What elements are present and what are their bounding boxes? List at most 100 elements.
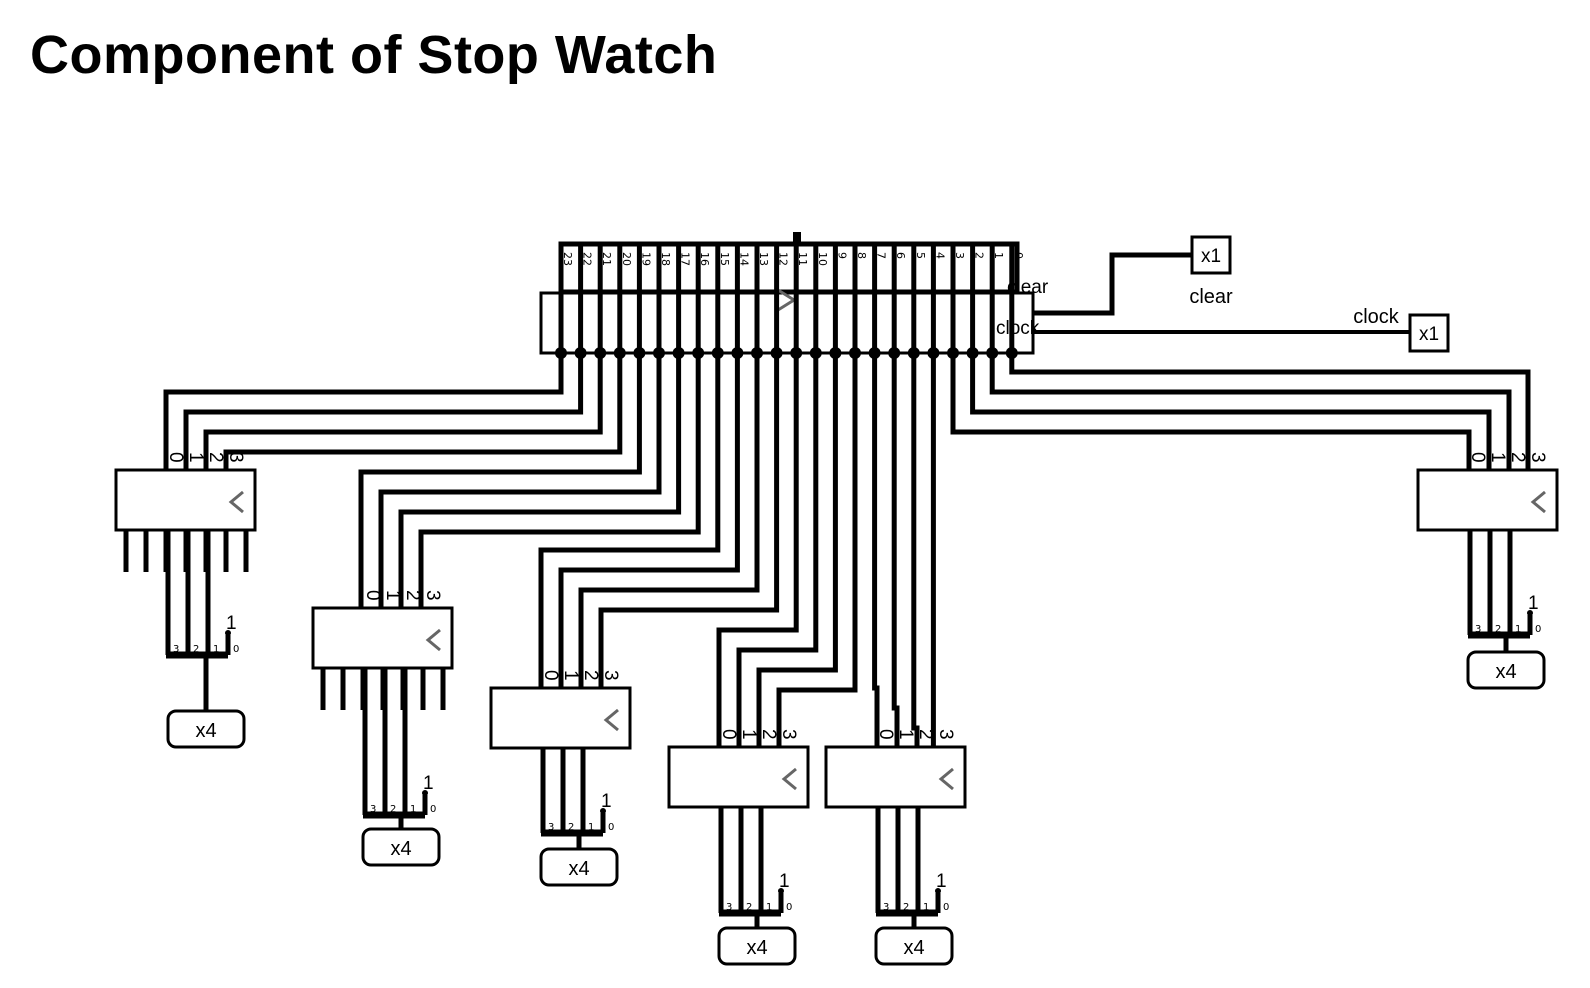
module-input-label: 3 — [1527, 452, 1548, 463]
clock-triangle-icon — [781, 767, 797, 791]
clock-input[interactable]: x1 clock — [1353, 306, 1450, 353]
wire-junction — [790, 347, 803, 359]
decoder-module-6[interactable]: 0 1 2 313 2 1 0x4 — [1416, 452, 1559, 690]
page-title: Component of Stop Watch — [30, 25, 718, 85]
splitter-bit-label: 0 — [1535, 624, 1541, 635]
splitter-bit-label: 1 — [923, 902, 929, 913]
splitter-bit-label: 2 — [193, 644, 199, 655]
counter-bit-label: 0 — [1012, 252, 1025, 259]
output-pin[interactable] — [1466, 650, 1546, 690]
splitter-bit-label: 3 — [370, 804, 376, 815]
counter-bus-tap — [793, 232, 801, 246]
module-input-label: 2 — [915, 729, 936, 740]
clock-input-pin-label: x1 — [1419, 324, 1439, 345]
module-input-label: 0 — [165, 452, 186, 463]
wire-junction — [809, 347, 822, 359]
wire-junction — [751, 347, 763, 359]
bus-wire — [558, 350, 740, 693]
bus-wire — [203, 350, 603, 473]
counter-port-clear: clear — [1007, 277, 1049, 298]
wire-junction — [868, 347, 881, 359]
wire-junction — [849, 347, 861, 359]
counter-bit-label: 22 — [581, 252, 594, 266]
splitter-bit-label: 3 — [173, 644, 179, 655]
splitter-constant: 1 — [779, 871, 790, 892]
bus-wire — [716, 350, 799, 752]
decoder-module-1[interactable]: 0 1 2 313 2 1 0x4 — [114, 452, 257, 749]
output-pin[interactable] — [717, 926, 797, 966]
counter-bit-label: 2 — [973, 252, 986, 259]
bus-wire — [756, 350, 838, 752]
output-pin[interactable] — [361, 827, 441, 867]
module-input-label: 2 — [580, 670, 601, 681]
counter-bit-label: 13 — [757, 252, 770, 266]
splitter-const-dot — [778, 888, 784, 894]
splitter-bit-label: 3 — [883, 902, 889, 913]
bus-wire — [989, 350, 1512, 473]
splitter-constant: 1 — [936, 871, 947, 892]
clear-input[interactable]: x1 clear — [1189, 235, 1233, 308]
wire-junction — [672, 347, 685, 359]
counter-bit-label: 10 — [816, 252, 829, 266]
output-pin-label: x4 — [195, 720, 216, 742]
bus-wire — [1009, 350, 1531, 473]
counter-bit-label: 3 — [953, 252, 966, 259]
bus-wire — [418, 350, 701, 613]
splitter-const-dot — [935, 888, 941, 894]
wire-junction — [829, 347, 842, 359]
splitter-constant: 1 — [423, 773, 434, 794]
bus-wire — [891, 350, 900, 752]
module-input-label: 1 — [185, 452, 206, 463]
module-input-label: 0 — [875, 729, 896, 740]
splitter-bit-label: 2 — [746, 902, 752, 913]
splitter-bit-label: 3 — [548, 822, 554, 833]
bus-wire — [183, 350, 584, 473]
splitter-bit-label: 2 — [903, 902, 909, 913]
wire-junction — [555, 347, 567, 359]
wire-junction — [594, 347, 607, 359]
wire-junction — [613, 347, 626, 359]
output-pin-label: x4 — [568, 858, 589, 880]
output-pin[interactable] — [539, 847, 619, 887]
bus-wire — [378, 350, 662, 613]
counter-bit-label: 21 — [600, 252, 613, 266]
wire-junction — [574, 347, 587, 359]
clock-input-box — [1408, 313, 1450, 353]
output-pin-label: x4 — [390, 838, 411, 860]
counter-24bit[interactable]: 23 22 21 20 19 18 17 16 15 14 13 12 11 10 9 8 7 6 5 4 3 2 1 0cl… — [539, 232, 1049, 355]
decoder-module-3[interactable]: 0 1 2 313 2 1 0x4 — [489, 670, 632, 887]
output-pin-label: x4 — [903, 937, 924, 959]
splitter-bit-label: 0 — [786, 902, 792, 913]
splitter-bit-label: 1 — [213, 644, 219, 655]
module-input-label: 1 — [1487, 452, 1508, 463]
module-input-label: 3 — [225, 452, 246, 463]
counter-bit-label: 19 — [639, 252, 652, 266]
output-pin[interactable] — [166, 709, 246, 749]
splitter-bit-label: 3 — [1475, 624, 1481, 635]
bus-wire — [223, 350, 623, 473]
counter-bit-label: 14 — [737, 252, 750, 266]
clear-input-box — [1190, 235, 1232, 275]
counter-bit-label: 11 — [796, 252, 809, 266]
counter-bit-label: 4 — [933, 252, 946, 259]
counter-bit-label: 18 — [659, 252, 672, 266]
output-pin[interactable] — [874, 926, 954, 966]
counter-bit-label: 23 — [561, 252, 574, 266]
module-input-label: 0 — [718, 729, 739, 740]
bus-wire — [970, 350, 1492, 473]
decoder-module-2[interactable]: 0 1 2 313 2 1 0x4 — [311, 590, 454, 867]
counter-bit-label: 17 — [679, 252, 692, 266]
counter-body — [539, 291, 1035, 355]
module-input-label: 2 — [758, 729, 779, 740]
wire-junction — [888, 347, 901, 359]
module-input-label: 2 — [1507, 452, 1528, 463]
counter-bit-label: 9 — [835, 252, 848, 259]
decoder-module-5[interactable]: 0 1 2 313 2 1 0x4 — [824, 729, 967, 966]
bus-wire — [358, 350, 642, 613]
wire-junction — [947, 347, 959, 359]
decoder-module-4[interactable]: 0 1 2 313 2 1 0x4 — [667, 729, 810, 966]
module-input-label: 3 — [422, 590, 443, 601]
counter-bit-label: 5 — [914, 252, 927, 259]
bus-wire — [776, 350, 858, 752]
clear-input-label: clear — [1189, 286, 1233, 308]
